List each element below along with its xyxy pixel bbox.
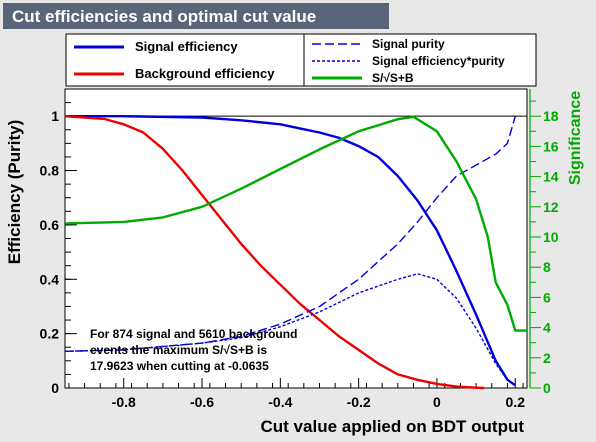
- plot-area: [64, 88, 528, 389]
- y2-tick-label: 4: [543, 320, 551, 336]
- y-tick-label: 0.4: [40, 271, 60, 287]
- chart-title: Cut efficiencies and optimal cut value: [12, 7, 316, 26]
- plot-series: [64, 115, 527, 390]
- y-tick-label: 1: [51, 108, 59, 124]
- legend-label-4: S/√S+B: [372, 71, 414, 85]
- y-tick-label: 0: [51, 380, 59, 396]
- x-tick-label: -0.4: [268, 394, 292, 410]
- axes: -0.8 -0.6 -0.4 -0.2 0 0.200.20.40.60.81024681…: [40, 88, 559, 410]
- x-tick-label: 0.2: [506, 394, 526, 410]
- annotation: For 874 signal and 5610 background events…: [90, 327, 297, 373]
- y-axis-title: Efficiency (Purity): [5, 120, 24, 265]
- x-tick-label: 0: [433, 394, 441, 410]
- annotation-line: For 874 signal and 5610 background: [90, 327, 297, 341]
- y2-tick-label: 18: [543, 108, 559, 124]
- legend: Signal efficiency Background efficiency Si…: [65, 33, 537, 87]
- y2-tick-label: 16: [543, 138, 559, 154]
- y2-tick-label: 6: [543, 289, 551, 305]
- legend-label-2: Signal purity: [372, 37, 445, 51]
- series-line-0: [65, 115, 516, 387]
- y2-tick-label: 12: [543, 199, 559, 215]
- y2-axis-title: Significance: [567, 91, 584, 185]
- annotation-line: events the maximum S/√S+B is: [90, 343, 267, 357]
- legend-label-0: Signal efficiency: [135, 39, 238, 54]
- series-line-4: [64, 115, 527, 332]
- legend-label-3: Signal efficiency*purity: [372, 54, 505, 68]
- legend-label-1: Background efficiency: [135, 66, 275, 81]
- annotation-line: 17.9623 when cutting at -0.0635: [90, 359, 269, 373]
- y2-tick-label: 14: [543, 169, 559, 185]
- y2-tick-label: 10: [543, 229, 559, 245]
- series-line-1: [64, 115, 484, 390]
- title-box: [3, 3, 389, 29]
- y2-tick-label: 8: [543, 259, 551, 275]
- y-tick-label: 0.8: [40, 163, 60, 179]
- y-tick-label: 0.2: [40, 326, 60, 342]
- y-tick-label: 0.6: [40, 217, 60, 233]
- x-tick-label: -0.8: [112, 394, 136, 410]
- legend-box-left: [65, 33, 305, 87]
- y2-tick-label: 2: [543, 350, 551, 366]
- series-line-3: [64, 273, 516, 386]
- x-tick-label: -0.6: [190, 394, 214, 410]
- x-axis-title: Cut value applied on BDT output: [261, 417, 525, 436]
- y2-tick-label: 0: [543, 380, 551, 396]
- x-tick-label: -0.2: [347, 394, 371, 410]
